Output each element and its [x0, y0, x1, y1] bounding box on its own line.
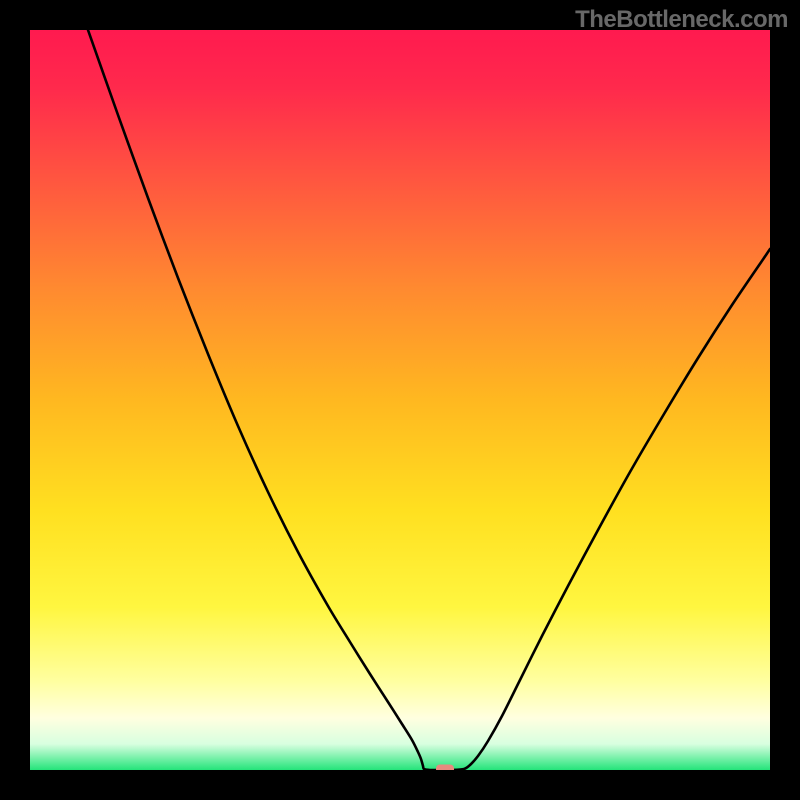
- minimum-marker: [436, 765, 454, 771]
- watermark-text: TheBottleneck.com: [575, 6, 788, 34]
- chart-svg: [30, 30, 770, 770]
- figure-root: TheBottleneck.com: [0, 0, 800, 800]
- plot-area: [30, 30, 770, 770]
- gradient-background: [30, 30, 770, 770]
